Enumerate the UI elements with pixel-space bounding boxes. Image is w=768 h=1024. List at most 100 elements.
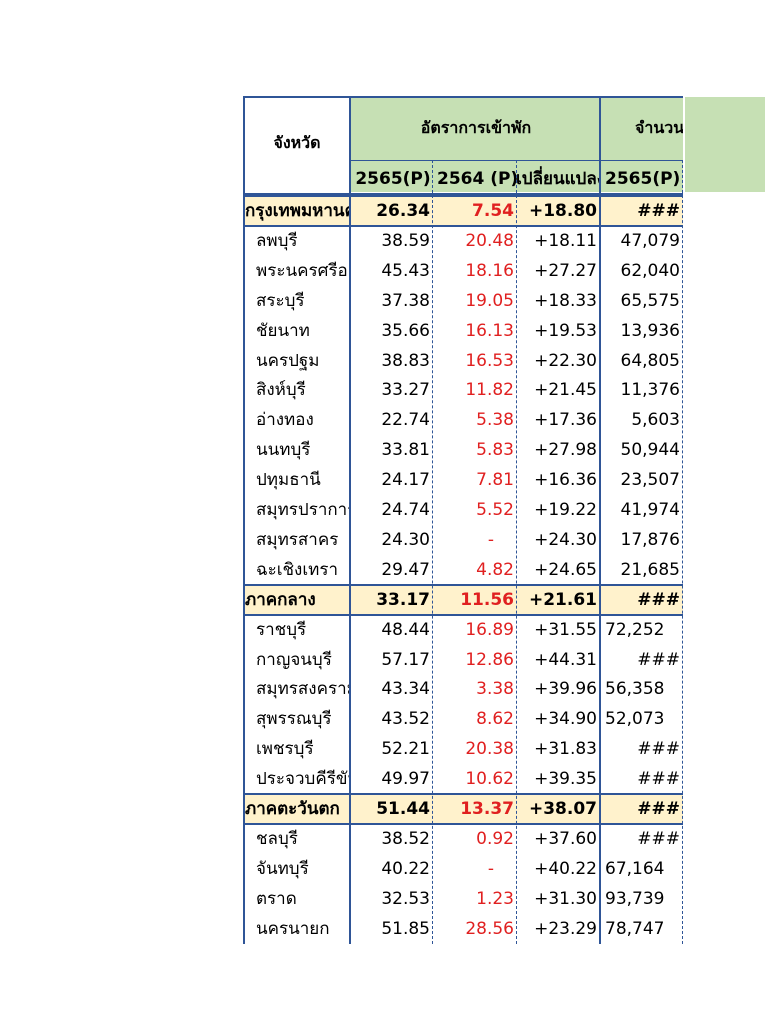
region-name-cell: ภาคตะวันตก — [245, 799, 340, 819]
occupancy-cell-y2564: 12.86 — [465, 649, 514, 670]
occupancy-cell-y2565: 52.21 — [381, 739, 430, 760]
summary-row-border — [243, 583, 683, 586]
occupancy-cell-y2565: 45.43 — [381, 260, 430, 281]
room-count-cell: 78,747 — [605, 918, 665, 939]
occupancy-cell-y2564: 11.82 — [465, 380, 514, 401]
province-name-cell: ปทุมธานี — [256, 470, 321, 491]
occupancy-cell-y2565: 43.34 — [381, 679, 430, 700]
occupancy-cell-y2564: 5.52 — [476, 500, 514, 520]
province-name-cell: ลพบุรี — [256, 230, 298, 251]
province-name-cell: กาญจนบุรี — [256, 649, 332, 670]
room-count-cell: 50,944 — [620, 440, 680, 461]
room-count-cell: 52,073 — [605, 709, 665, 730]
province-name-cell: จันทบุรี — [256, 858, 309, 879]
change-cell: +19.22 — [534, 500, 597, 520]
room-count-cell: 5,603 — [631, 410, 680, 431]
col-divider-1 — [432, 160, 433, 944]
change-cell: +27.98 — [534, 440, 597, 461]
subheader-2565-count: 2565(P) — [605, 169, 681, 189]
change-cell: +16.36 — [534, 470, 597, 491]
room-count-cell: 62,040 — [620, 260, 680, 281]
change-cell: +31.83 — [534, 739, 597, 760]
occupancy-cell-y2565: 33.81 — [381, 440, 430, 461]
room-count-cell: ### — [637, 828, 680, 849]
col-divider-2 — [516, 160, 517, 944]
occupancy-cell-y2564: 10.62 — [465, 769, 514, 790]
province-name-cell: อ่างทอง — [256, 410, 314, 431]
occupancy-cell-y2564: 3.38 — [476, 679, 514, 700]
province-name-cell: ฉะเชิงเทรา — [256, 559, 339, 580]
occupancy-cell-y2564: 18.16 — [465, 260, 514, 281]
room-count-cell: ### — [637, 201, 680, 221]
summary-row-fill — [243, 584, 683, 615]
occupancy-cell-y2565: 51.44 — [376, 799, 430, 819]
occupancy-cell-y2564: 7.81 — [476, 470, 514, 491]
occupancy-cell-y2565: 49.97 — [381, 769, 430, 790]
summary-row-border — [243, 823, 683, 825]
room-count-cell: 93,739 — [605, 888, 665, 909]
province-name-cell: สิงห์บุรี — [256, 380, 306, 401]
occupancy-cell-y2564: 11.56 — [460, 589, 514, 610]
province-name-cell: สมุทรสาคร — [256, 529, 339, 550]
occupancy-cell-y2565: 29.47 — [381, 559, 430, 580]
occupancy-cell-y2564: 0.92 — [476, 828, 514, 849]
province-name-cell: เพชรบุรี — [256, 739, 314, 760]
occupancy-cell-y2565: 32.53 — [381, 888, 430, 909]
header-bottom-border — [243, 193, 683, 195]
occupancy-cell-y2565: 24.74 — [381, 500, 430, 520]
subheader-2565: 2565(P) — [355, 169, 431, 189]
province-name-cell: ราชบุรี — [256, 619, 307, 640]
summary-row-border — [243, 613, 683, 616]
occupancy-cell-y2564: 13.37 — [460, 799, 514, 819]
change-cell: +24.30 — [534, 529, 597, 550]
occupancy-cell-y2564: 5.83 — [476, 440, 514, 461]
occupancy-cell-y2565: 33.17 — [376, 589, 430, 610]
room-count-cell: 23,507 — [620, 470, 680, 491]
occupancy-cell-y2564: 20.48 — [465, 230, 514, 251]
occupancy-cell-y2564: 7.54 — [472, 201, 514, 221]
room-count-cell: 72,252 — [605, 619, 665, 640]
change-cell: +23.29 — [534, 918, 597, 939]
occupancy-cell-y2564: 16.53 — [465, 350, 514, 371]
occupancy-cell-y2564: 4.82 — [476, 559, 514, 580]
room-count-cell: 56,358 — [605, 679, 665, 700]
change-cell: +44.31 — [534, 649, 597, 670]
province-header: จังหวัด — [273, 133, 321, 152]
change-cell: +31.55 — [534, 619, 597, 640]
change-cell: +34.90 — [534, 709, 597, 730]
occupancy-cell-y2565: 22.74 — [381, 410, 430, 431]
province-name-cell: ตราด — [256, 888, 297, 909]
change-cell: +18.11 — [534, 230, 597, 251]
occupancy-cell-y2565: 24.17 — [381, 470, 430, 491]
room-count-cell: 41,974 — [620, 500, 680, 520]
province-name-cell: นครนายก — [256, 918, 330, 939]
occupancy-column-border — [599, 96, 601, 944]
change-cell: +39.96 — [534, 679, 597, 700]
room-count-cell: ### — [637, 739, 680, 760]
room-count-cell: 11,376 — [620, 380, 680, 401]
change-cell: +24.65 — [534, 559, 597, 580]
occupancy-cell-y2564: 16.89 — [465, 619, 514, 640]
occupancy-cell-y2565: 38.83 — [381, 350, 430, 371]
left-border — [243, 96, 245, 944]
occupancy-cell-y2564: - — [487, 529, 494, 550]
room-count-cell: 17,876 — [620, 529, 680, 550]
province-column-border — [349, 96, 351, 944]
occupancy-cell-y2564: 8.62 — [476, 709, 514, 730]
room-count-cell: 13,936 — [620, 320, 680, 341]
room-count-cell: ### — [637, 799, 680, 819]
change-cell: +31.30 — [534, 888, 597, 909]
province-name-cell: สมุทรปราการ — [256, 500, 349, 520]
occupancy-cell-y2565: 57.17 — [381, 649, 430, 670]
province-name-cell: ประจวบคีรีขันธ์ — [256, 769, 349, 790]
occupancy-cell-y2565: 26.34 — [376, 201, 430, 221]
change-cell: +19.53 — [534, 320, 597, 341]
summary-row-fill — [243, 794, 683, 824]
top-border — [243, 96, 683, 98]
room-count-cell: 64,805 — [620, 350, 680, 371]
province-name-cell: นนทบุรี — [256, 440, 311, 461]
occupancy-cell-y2564: 1.23 — [476, 888, 514, 909]
occupancy-cell-y2565: 43.52 — [381, 709, 430, 730]
room-count-cell: ### — [637, 649, 680, 670]
header-gap — [683, 97, 685, 192]
